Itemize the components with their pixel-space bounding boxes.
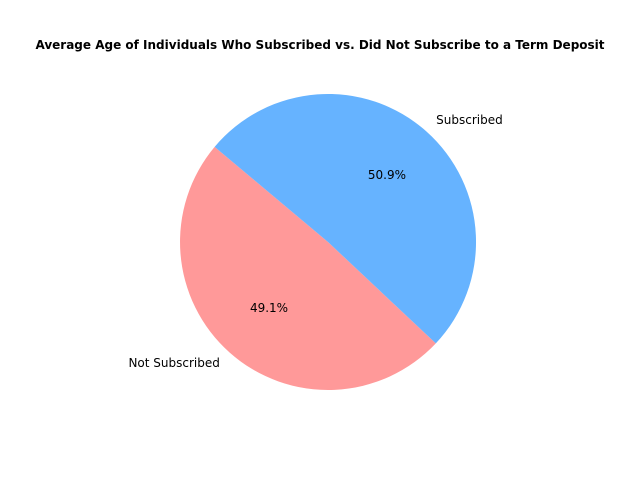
slice-label: Not Subscribed <box>128 356 219 370</box>
slice-label: Subscribed <box>436 113 503 127</box>
chart-title: Average Age of Individuals Who Subscribe… <box>35 38 604 52</box>
pie-slice-not-subscribed <box>180 146 436 390</box>
pie-slice-subscribed <box>214 93 477 344</box>
pie-slices <box>180 93 477 390</box>
percent-label: 50.9% <box>368 168 406 182</box>
pie-labels: Not Subscribed 49.1% Subscribed 50.9% <box>128 113 502 370</box>
percent-label: 49.1% <box>250 301 288 315</box>
